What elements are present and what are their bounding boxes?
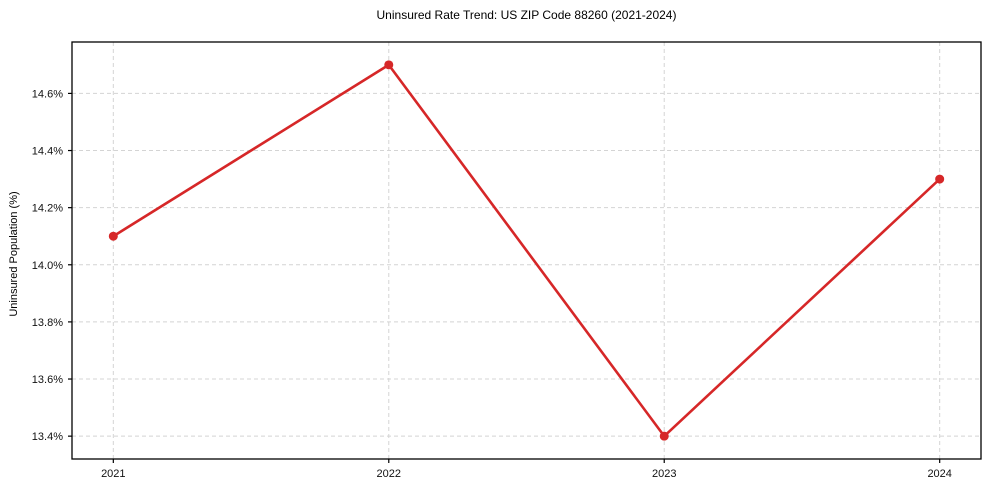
data-point-marker xyxy=(108,231,118,241)
data-point-marker xyxy=(935,174,945,184)
y-tick-label: 14.0% xyxy=(32,260,63,272)
data-point-marker xyxy=(659,431,669,441)
y-tick-label: 14.6% xyxy=(32,88,63,100)
x-tick-label: 2024 xyxy=(927,468,951,480)
x-tick-label: 2022 xyxy=(377,468,401,480)
chart-title: Uninsured Rate Trend: US ZIP Code 88260 … xyxy=(376,8,677,22)
x-tick-label: 2021 xyxy=(101,468,125,480)
data-point-marker xyxy=(384,60,394,70)
y-tick-label: 13.4% xyxy=(32,431,63,443)
plot-border xyxy=(71,41,982,460)
y-tick-label: 14.4% xyxy=(32,146,63,158)
y-tick-label: 14.2% xyxy=(32,203,63,215)
trend-line xyxy=(112,63,941,438)
x-tick-label: 2023 xyxy=(652,468,676,480)
y-tick-label: 13.8% xyxy=(32,317,63,329)
y-tick-label: 13.6% xyxy=(32,374,63,386)
